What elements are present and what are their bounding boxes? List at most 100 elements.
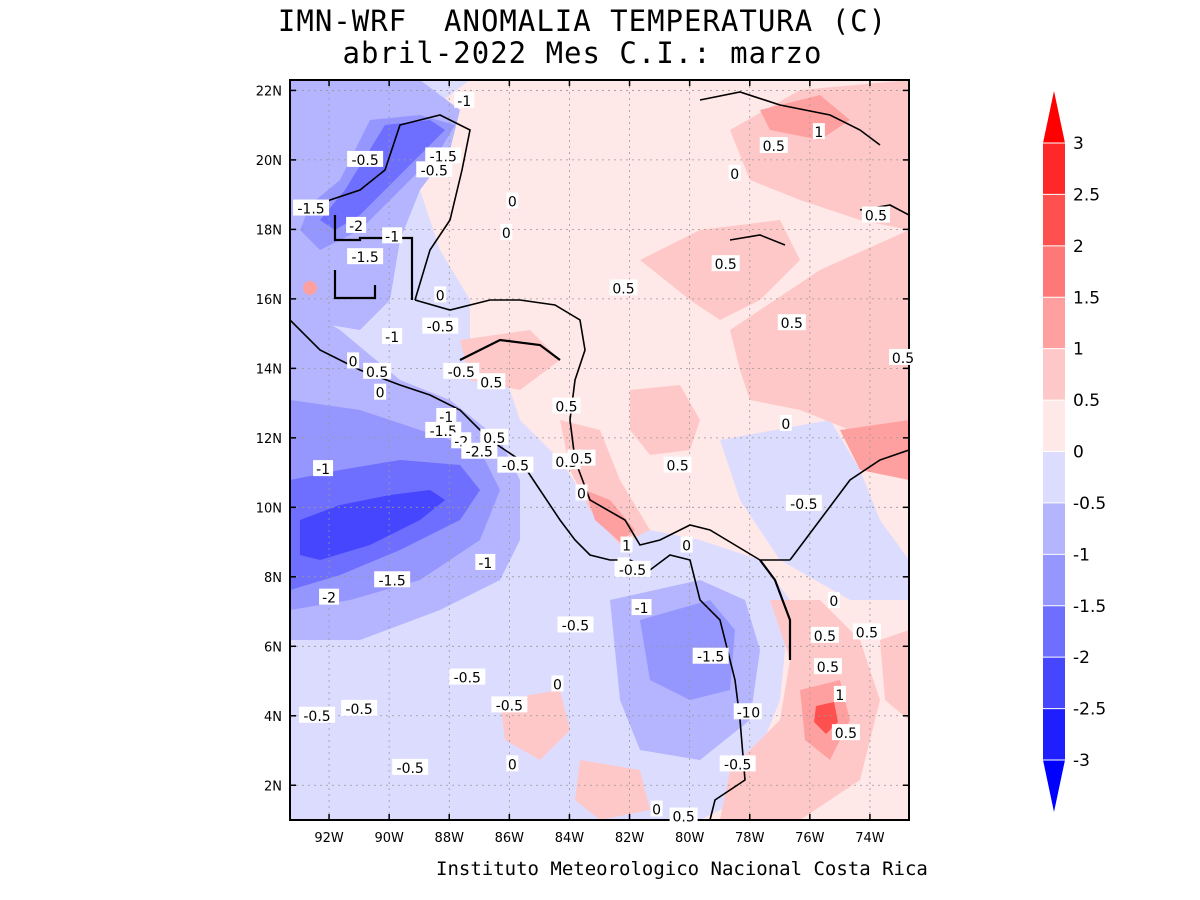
contour-label-bg (293, 199, 330, 216)
colorbar-bin (1043, 708, 1065, 760)
contour-label-bg (382, 328, 403, 345)
contour-label-text: 0 (376, 386, 385, 402)
contour-label-bg (663, 456, 692, 473)
contour-label-text: -1 (385, 330, 399, 346)
lat-tick-label: 14N (256, 362, 282, 377)
lat-tick-label: 2N (264, 779, 282, 794)
contour-label-text: -0.5 (724, 757, 751, 773)
contour-label-bg (680, 536, 693, 553)
lon-tick-label: 76W (795, 831, 825, 846)
contour-label-bg (347, 150, 384, 167)
positive-anomaly-eddy (303, 281, 317, 295)
coastline-central-america-pacific (290, 319, 746, 820)
contour-label-text: 0 (508, 757, 517, 773)
contour-label: 0 (374, 383, 387, 402)
contour-label: 0.5 (813, 658, 842, 676)
contour-label-bg (813, 658, 842, 675)
lat-tick-label: 20N (256, 154, 282, 169)
colorbar-bin (1043, 245, 1065, 298)
colorbar-label: 1.5 (1073, 288, 1100, 308)
contour-label-text: -1 (737, 705, 751, 721)
contour-label-bg (500, 223, 513, 240)
contour-label: 0 (650, 800, 663, 819)
contour-label-text: 0.5 (673, 810, 695, 826)
contour-label-text: 1 (622, 539, 631, 555)
contour-label-text: -1.5 (379, 573, 406, 589)
border-guatemala-lower (333, 270, 377, 300)
colorbar-bin (1043, 657, 1065, 709)
contour-label-text: 1 (814, 125, 823, 141)
coastline-colombia (789, 449, 909, 561)
positive-anomaly-area-colombia (720, 600, 880, 820)
contour-label-bg (497, 456, 534, 473)
contour-label: 0.5 (363, 362, 392, 381)
contour-label-text: 0.5 (570, 452, 592, 468)
coastline-cuba (699, 91, 881, 146)
positive-anomaly-area-south (575, 760, 650, 820)
contour-label-text: 0.5 (892, 351, 914, 367)
contour-label: 0.5 (663, 456, 692, 475)
colorbar-bin (1043, 605, 1065, 658)
contour-label-bg (425, 147, 462, 164)
contour-labels: -1 -1.5 -0.5 -0.5 -1.5 -2 -1 -1.5 0 0 -0.5 -1 0 0.5 -0… (293, 91, 917, 826)
contour-label-bg (888, 348, 917, 365)
contour-label-text: 0 (577, 486, 586, 502)
contour-label-bg (436, 407, 457, 424)
contour-label-bg (347, 352, 360, 369)
contour-label: 0.5 (609, 279, 638, 297)
contour-label-text: -2.5 (466, 445, 493, 461)
contour-label-text: -1.5 (697, 650, 724, 666)
contour-label-text: 0 (502, 226, 511, 242)
contour-label-bg (733, 703, 754, 720)
colorbar-label: 1 (1073, 340, 1084, 360)
contour-label-text: 0 (781, 417, 790, 433)
latitude-axis: 2N 4N 6N 8N 10N 12N 14N 16N 18N 20N 22N (256, 84, 909, 794)
lat-tick-label: 12N (256, 432, 282, 447)
contour-label-bg (506, 192, 519, 209)
contour-label-bg (454, 91, 475, 108)
contour-label-bg (449, 668, 486, 685)
lon-tick-label: 84W (555, 831, 585, 846)
contour-label: 0.5 (831, 724, 860, 742)
lat-tick-label: 16N (256, 293, 282, 308)
contour-label: 0.5 (552, 397, 581, 416)
contour-label-text: 0.5 (480, 375, 502, 391)
contour-label: -2.5 (461, 442, 498, 461)
lat-tick-label: 8N (264, 571, 282, 586)
lon-tick-label: 82W (615, 831, 645, 846)
contour-label-bg (392, 758, 429, 775)
contour-label: -1.5 (347, 248, 384, 266)
contour-label-text: -0.5 (303, 709, 330, 725)
lon-tick-label: 88W (435, 831, 465, 846)
border-interior (459, 338, 561, 361)
contour-label-text: 0 (508, 195, 517, 211)
lon-tick-label: 78W (735, 831, 765, 846)
colorbar-label: 0 (1073, 443, 1084, 463)
anomaly-field (290, 80, 909, 820)
contour-label: 0.5 (477, 373, 506, 391)
contour-label-bg (833, 685, 846, 702)
plot-frame (289, 79, 910, 821)
contour-label: 0 (827, 592, 840, 610)
lat-tick-label: 10N (256, 501, 282, 516)
contour-label: -0.5 (557, 616, 594, 634)
contour-label: 0 (551, 675, 564, 694)
contour-label-bg (363, 362, 392, 379)
contour-label: -2 (319, 588, 340, 607)
colorbar-label: -2 (1073, 648, 1090, 668)
contour-label: -0.5 (347, 150, 384, 169)
contour-label-text: 0 (652, 803, 661, 819)
contour-label-bg (785, 494, 822, 511)
contour-label: -1 (382, 227, 403, 245)
contour-label-text: -2 (322, 591, 336, 607)
contour-label-text: -0.5 (454, 671, 481, 687)
contour-label-bg (620, 536, 633, 553)
contour-label-bg (422, 317, 459, 334)
contour-label: -1 (313, 460, 334, 478)
colorbar-label: -3 (1073, 751, 1090, 771)
contour-label-text: 0 (436, 288, 445, 304)
colorbar-bin (1043, 297, 1065, 349)
contour-label-text: 0.5 (666, 459, 688, 475)
contour-label: 0.5 (711, 255, 740, 273)
colorbar-bin (1043, 194, 1065, 246)
